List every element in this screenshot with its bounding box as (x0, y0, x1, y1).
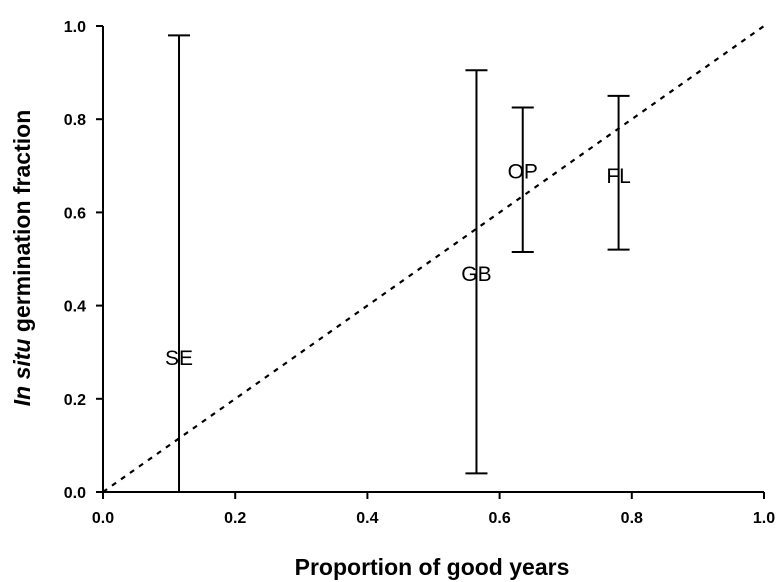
x-tick-label: 0.2 (224, 510, 246, 527)
x-tick-label: 0.4 (356, 510, 378, 527)
reference-line (102, 25, 765, 493)
y-axis-title-italic: In situ (9, 339, 35, 407)
point-label: OP (508, 160, 538, 183)
x-axis-title-group: Proportion of good years (295, 554, 570, 580)
point-label: FL (606, 165, 631, 188)
x-tick-label: 1.0 (753, 510, 775, 527)
x-tick-label: 0.8 (621, 510, 643, 527)
y-tick-label: 0.8 (64, 112, 86, 129)
point-label: SE (165, 347, 193, 370)
x-tick-label: 0.6 (488, 510, 510, 527)
y-tick-label: 0.6 (64, 205, 86, 222)
x-tick-label: 0.0 (92, 510, 114, 527)
y-tick-label: 1.0 (64, 19, 86, 36)
y-tick-label: 0.0 (64, 485, 86, 502)
x-axis-title: Proportion of good years (295, 554, 570, 580)
y-axis-title-group: In situ germination fraction (9, 110, 35, 406)
y-axis-title-rest: germination fraction (9, 110, 35, 339)
y-tick-label: 0.4 (64, 299, 86, 316)
plot-area: 0.0 0.2 0.4 0.6 0.8 1.0 0.0 0.2 0.4 0.6 0.8 1.0 SE GB… (64, 19, 775, 527)
y-tick-label: 0.2 (64, 392, 86, 409)
y-axis-title: In situ germination fraction (9, 110, 35, 406)
point-label: GB (461, 263, 491, 286)
